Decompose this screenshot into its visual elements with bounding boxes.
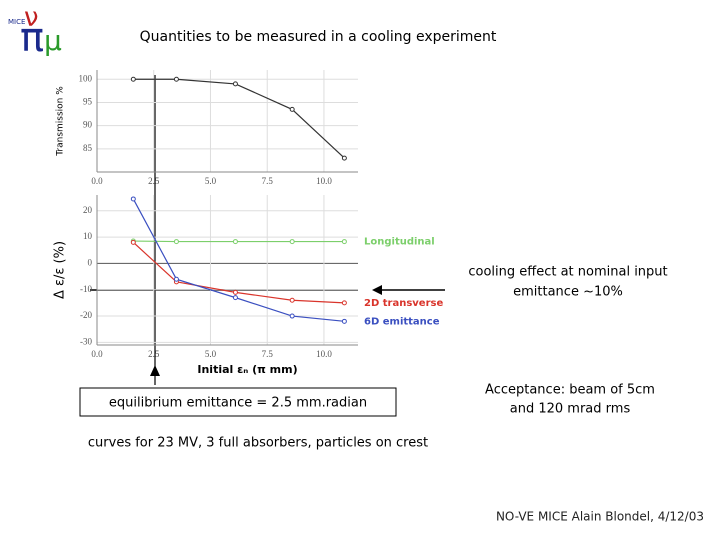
y-axis-label: Δ ε/ε (%)	[53, 241, 68, 299]
series-line	[133, 240, 345, 243]
point	[130, 76, 136, 82]
y-tick-label: -10	[80, 284, 92, 294]
x-tick-label: 7.5	[262, 176, 274, 186]
point	[289, 313, 295, 319]
series-line	[133, 78, 345, 159]
legend-label: 6D emittance	[364, 316, 440, 327]
y-axis-label: Transmission %	[56, 86, 66, 157]
point	[173, 76, 179, 82]
y-tick-label: 10	[83, 231, 93, 241]
point	[130, 239, 136, 245]
footer: NO-VE MICE Alain Blondel, 4/12/03	[496, 510, 704, 524]
point	[341, 300, 347, 306]
point	[232, 289, 238, 295]
series-line	[132, 241, 345, 304]
x-tick-label: 5.0	[205, 176, 217, 186]
logo-mu: μ	[44, 24, 62, 57]
y-tick-label: 90	[83, 120, 93, 130]
x-tick-label: 2.5	[148, 176, 160, 186]
equilibrium-note: equilibrium emittance = 2.5 mm.radian	[109, 396, 367, 411]
x-axis-label: Initial εₙ (π mm)	[197, 363, 297, 376]
legend-label: 2D transverse	[364, 298, 443, 309]
slide-title: Quantities to be measured in a cooling e…	[140, 29, 497, 45]
x-tick-label: 10.0	[316, 349, 332, 359]
point	[232, 239, 238, 245]
x-tick-label: 0.0	[91, 349, 103, 359]
point	[232, 81, 238, 87]
x-tick-label: 5.0	[205, 349, 217, 359]
curves-note: curves for 23 MV, 3 full absorbers, part…	[88, 436, 428, 451]
logo-nu: ν	[24, 3, 39, 33]
cooling-note: cooling effect at nominal input	[468, 265, 667, 280]
y-tick-label: 95	[83, 97, 93, 107]
y-tick-label: 0	[88, 257, 93, 267]
x-tick-label: 7.5	[262, 349, 274, 359]
point	[173, 239, 179, 245]
point	[130, 196, 136, 202]
series-line	[132, 198, 345, 322]
x-tick-label: 2.5	[148, 349, 160, 359]
y-tick-label: -30	[80, 336, 92, 346]
y-tick-label: 100	[79, 73, 93, 83]
y-tick-label: -20	[80, 310, 92, 320]
point	[289, 297, 295, 303]
acceptance-note: Acceptance: beam of 5cm	[485, 383, 655, 398]
legend-label: Longitudinal	[364, 237, 435, 248]
point	[341, 155, 347, 161]
point	[289, 106, 295, 112]
point	[341, 318, 347, 324]
y-tick-label: 85	[83, 143, 93, 153]
cooling-note: emittance ~10%	[513, 285, 623, 300]
arrowhead	[150, 365, 160, 376]
x-tick-label: 0.0	[91, 176, 103, 186]
logo-pi: π	[20, 15, 44, 61]
point	[232, 295, 238, 301]
x-tick-label: 10.0	[316, 176, 332, 186]
note-box	[79, 387, 397, 417]
point	[341, 239, 347, 245]
point	[173, 276, 179, 282]
logo-name: MICE	[8, 18, 25, 26]
arrowhead	[372, 285, 382, 295]
acceptance-note: and 120 mrad rms	[510, 402, 631, 417]
y-tick-label: 20	[83, 205, 93, 215]
point	[289, 239, 295, 245]
